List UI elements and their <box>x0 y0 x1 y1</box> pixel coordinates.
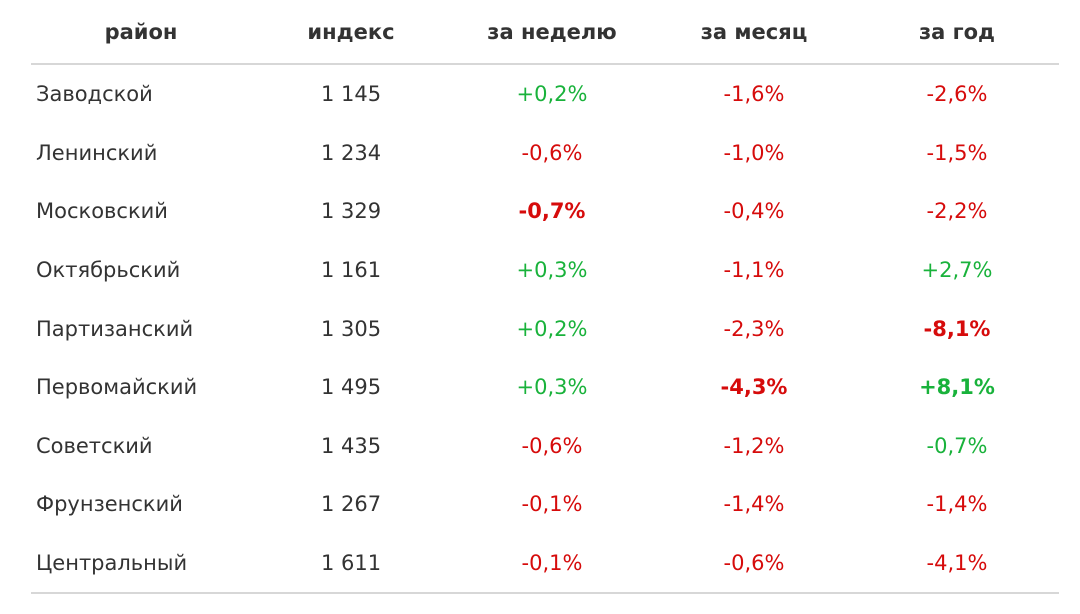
change-week-cell: -0,1% <box>521 492 583 517</box>
table-body: Заводской 1 145 +0,2% -1,6% -2,6% Ленинский 1 … <box>31 64 1059 595</box>
change-month-cell: -2,3% <box>723 316 785 341</box>
index-cell: 1 495 <box>320 375 382 400</box>
header-row: район индекс за неделю за месяц за год <box>31 0 1059 65</box>
table-row: Советский 1 435 -0,6% -1,2% -0,7% <box>31 417 1059 476</box>
change-month-cell: -4,3% <box>720 375 788 400</box>
district-cell: Центральный <box>31 533 251 595</box>
district-cell: Октябрьский <box>36 258 181 283</box>
column-header-year: за год <box>855 0 1059 65</box>
change-year-cell: -4,1% <box>855 533 1059 595</box>
district-cell: Фрунзенский <box>36 492 183 517</box>
change-year-cell: +8,1% <box>919 375 995 400</box>
change-month-cell: -1,4% <box>723 492 785 517</box>
table-row: Ленинский 1 234 -0,6% -1,0% -1,5% <box>31 124 1059 183</box>
table-row: Московский 1 329 -0,7% -0,4% -2,2% <box>31 182 1059 241</box>
column-header-index: индекс <box>251 0 451 65</box>
change-year-cell: -0,7% <box>926 433 988 458</box>
change-week-cell: +0,2% <box>516 316 588 341</box>
change-month-cell: -0,6% <box>653 533 855 595</box>
change-year-cell: -8,1% <box>923 316 991 341</box>
column-header-week: за неделю <box>451 0 653 65</box>
index-cell: 1 435 <box>320 433 382 458</box>
table-row: Партизанский 1 305 +0,2% -2,3% -8,1% <box>31 299 1059 358</box>
change-week-cell: -0,6% <box>521 140 583 165</box>
change-month-cell: -1,6% <box>723 82 785 107</box>
change-year-cell: -2,6% <box>926 82 988 107</box>
column-header-district: район <box>31 0 251 65</box>
change-year-cell: -1,4% <box>926 492 988 517</box>
index-cell: 1 329 <box>320 199 382 224</box>
change-week-cell: +0,2% <box>516 82 588 107</box>
district-cell: Первомайский <box>36 375 198 400</box>
district-cell: Советский <box>36 433 153 458</box>
table-row: Заводской 1 145 +0,2% -1,6% -2,6% <box>31 64 1059 124</box>
district-cell: Партизанский <box>36 316 194 341</box>
district-cell: Московский <box>36 199 168 224</box>
district-index-table: район индекс за неделю за месяц за год З… <box>31 0 1059 595</box>
district-cell: Заводской <box>36 82 153 107</box>
change-month-cell: -1,2% <box>723 433 785 458</box>
change-month-cell: -0,4% <box>723 199 785 224</box>
change-week-cell: -0,7% <box>518 199 586 224</box>
district-index-table-container: район индекс за неделю за месяц за год З… <box>31 0 1059 595</box>
table-row: Фрунзенский 1 267 -0,1% -1,4% -1,4% <box>31 475 1059 534</box>
table-row: Центральный 1 611 -0,1% -0,6% -4,1% <box>31 533 1059 595</box>
change-year-cell: -1,5% <box>926 140 988 165</box>
index-cell: 1 145 <box>320 82 382 107</box>
change-week-cell: +0,3% <box>516 258 588 283</box>
column-header-month: за месяц <box>653 0 855 65</box>
change-week-cell: -0,6% <box>521 433 583 458</box>
table-header: район индекс за неделю за месяц за год <box>31 0 1059 65</box>
table-row: Октябрьский 1 161 +0,3% -1,1% +2,7% <box>31 241 1059 300</box>
change-year-cell: +2,7% <box>921 258 993 283</box>
index-cell: 1 267 <box>320 492 382 517</box>
change-week-cell: +0,3% <box>516 375 588 400</box>
index-cell: 1 234 <box>320 140 382 165</box>
index-cell: 1 305 <box>320 316 382 341</box>
change-year-cell: -2,2% <box>926 199 988 224</box>
district-cell: Ленинский <box>36 140 158 165</box>
change-month-cell: -1,0% <box>723 140 785 165</box>
index-cell: 1 161 <box>320 258 382 283</box>
index-cell: 1 611 <box>251 533 451 595</box>
change-month-cell: -1,1% <box>723 258 785 283</box>
table-row: Первомайский 1 495 +0,3% -4,3% +8,1% <box>31 358 1059 417</box>
change-week-cell: -0,1% <box>451 533 653 595</box>
